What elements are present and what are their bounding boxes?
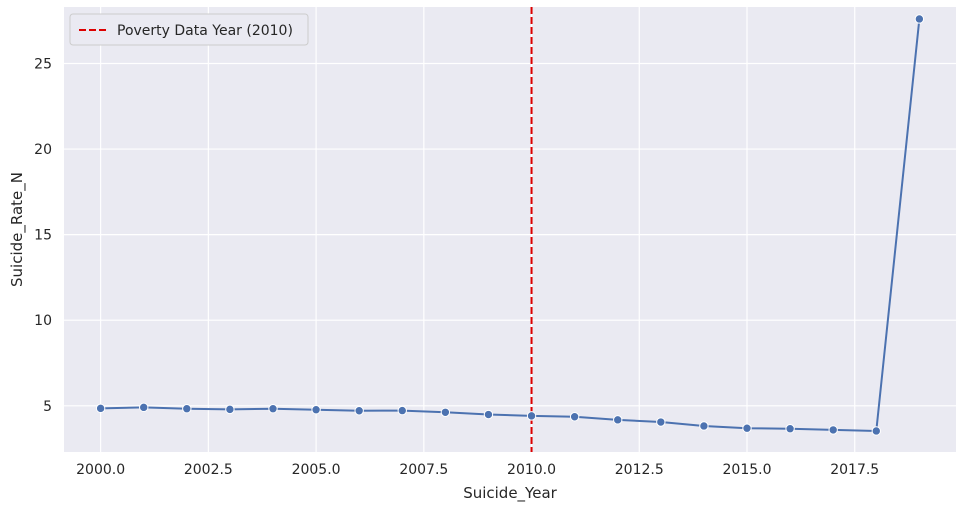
data-point xyxy=(871,426,881,436)
data-point xyxy=(828,425,838,435)
data-point xyxy=(656,417,666,427)
data-point xyxy=(354,406,364,416)
data-point xyxy=(268,403,278,414)
data-point xyxy=(440,407,451,417)
y-tick-label: 15 xyxy=(34,228,52,244)
y-tick-label: 5 xyxy=(43,399,52,415)
data-point xyxy=(526,411,537,421)
series-line xyxy=(100,18,921,432)
x-tick-label: 2005.0 xyxy=(292,462,341,478)
x-tick-label: 2015.0 xyxy=(723,462,772,478)
data-point xyxy=(182,403,192,414)
data-point xyxy=(397,405,407,416)
plot-area xyxy=(64,7,956,452)
data-point xyxy=(742,423,752,433)
x-tick-label: 2012.5 xyxy=(615,462,664,478)
data-point xyxy=(311,405,321,415)
x-tick-labels: 2000.0 2002.5 2005.0 2007.5 2010.0 2012.5 2015… xyxy=(76,462,879,478)
data-point xyxy=(569,412,580,422)
data-point xyxy=(785,424,795,434)
y-tick-labels: 5 10 15 20 25 xyxy=(34,56,52,414)
legend: Poverty Data Year (2010) xyxy=(69,13,309,46)
data-point xyxy=(95,403,106,414)
data-point xyxy=(613,415,623,425)
data-point xyxy=(225,404,235,415)
y-tick-label: 25 xyxy=(34,56,52,72)
y-axis-label: Suicide_Rate_N xyxy=(8,172,27,287)
data-point xyxy=(699,421,709,431)
data-point xyxy=(914,14,925,24)
data-point xyxy=(483,409,494,420)
x-tick-label: 2002.5 xyxy=(184,462,233,478)
y-tick-label: 20 xyxy=(34,142,52,158)
legend-label: Poverty Data Year (2010) xyxy=(117,23,293,39)
x-axis-label: Suicide_Year xyxy=(463,484,557,503)
x-tick-label: 2017.5 xyxy=(830,462,879,478)
series-layer xyxy=(95,14,925,436)
x-tick-label: 2000.0 xyxy=(76,462,125,478)
x-tick-label: 2010.0 xyxy=(507,462,556,478)
x-tick-label: 2007.5 xyxy=(399,462,448,478)
data-point xyxy=(139,402,149,413)
legend-box xyxy=(69,13,309,46)
y-tick-label: 10 xyxy=(34,313,52,329)
